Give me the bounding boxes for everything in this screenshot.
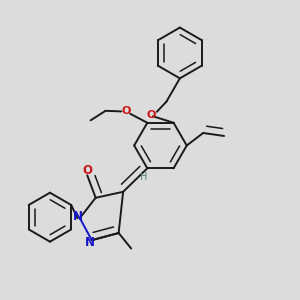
Text: N: N bbox=[84, 236, 94, 249]
Text: O: O bbox=[121, 106, 130, 116]
Text: O: O bbox=[82, 164, 92, 176]
Text: N: N bbox=[73, 210, 83, 223]
Text: O: O bbox=[147, 110, 156, 120]
Text: H: H bbox=[140, 172, 148, 182]
